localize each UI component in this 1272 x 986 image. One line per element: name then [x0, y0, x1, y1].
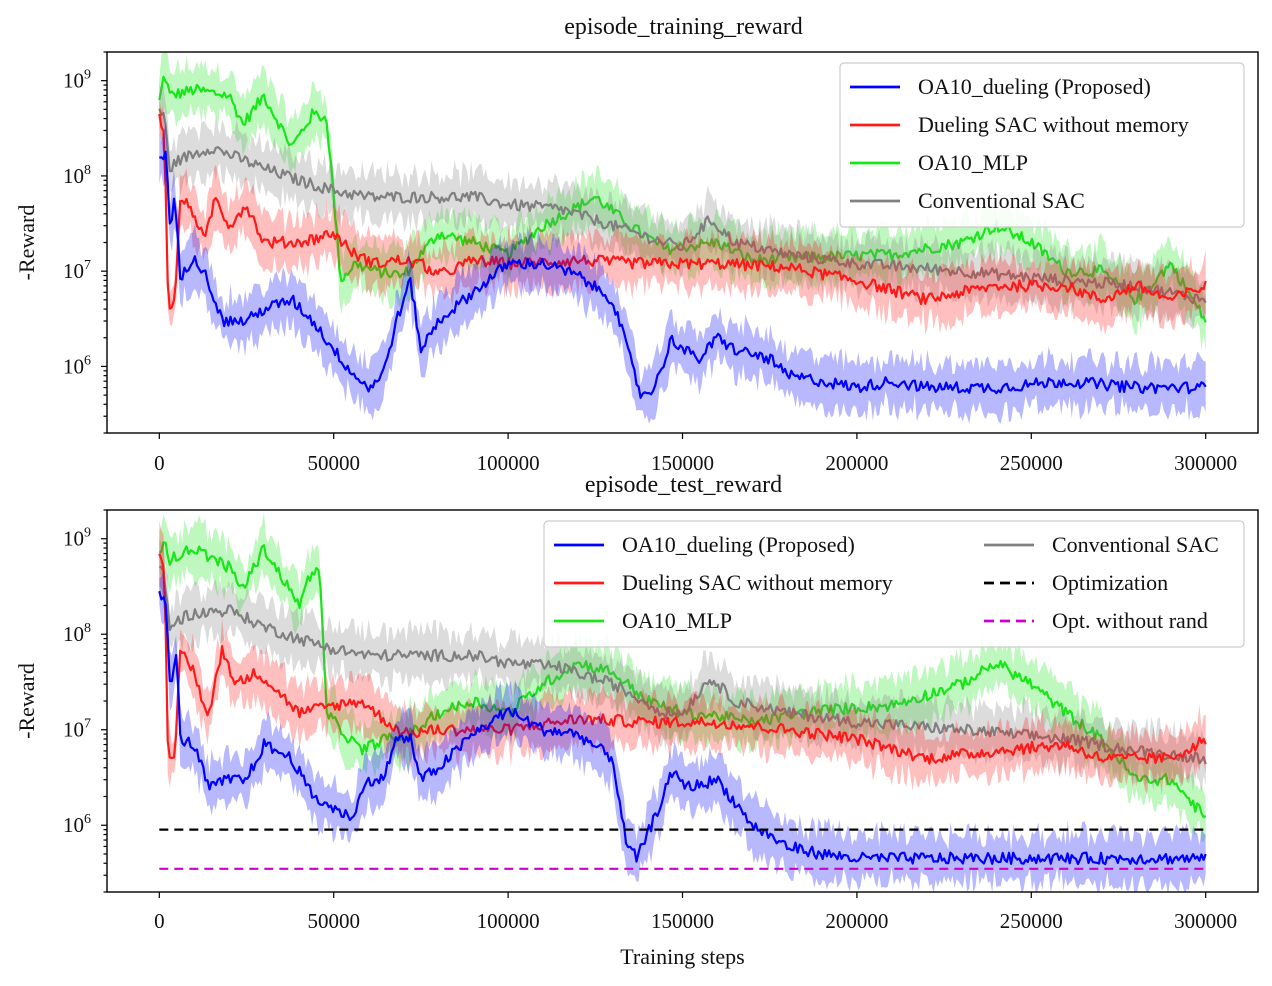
series-band-conventional-sac [159, 539, 1206, 793]
legend-item-dueling-sac-without-memory: Dueling SAC without memory [850, 112, 1189, 137]
chart-panel-1: 0 50000 100000 150000 200000 250000 300000 106 1… [14, 14, 1259, 475]
y-tick-label: 109 [63, 526, 91, 551]
legend-label: Dueling SAC without memory [918, 112, 1189, 137]
x-axis-label: Training steps [620, 944, 744, 969]
y-tick-label: 108 [63, 621, 91, 646]
chart-panel-2: 0 50000 100000 150000 200000 250000 300000 106 1… [14, 472, 1259, 969]
legend-label: OA10_MLP [622, 608, 732, 633]
x-tick-label: 50000 [307, 909, 360, 933]
legend-item-optimization: Optimization [984, 570, 1168, 595]
legend-box [543, 520, 1245, 648]
series-line-oa10-dueling-proposed [158, 590, 1207, 866]
y-tick-label: 107 [63, 258, 91, 283]
chart-title: episode_training_reward [564, 14, 803, 40]
x-tick-label: 300000 [1174, 451, 1237, 475]
y-tick-label: 109 [63, 68, 91, 93]
legend-item-oa10-dueling-proposed: OA10_dueling (Proposed) [554, 532, 855, 557]
y-tick-label: 108 [63, 163, 91, 188]
legend-label: OA10_dueling (Proposed) [918, 74, 1151, 99]
series-line-oa10-dueling-proposed [159, 150, 1207, 399]
legend-item-dueling-sac-without-memory: Dueling SAC without memory [554, 570, 893, 595]
y-axis-label: -Reward [14, 663, 39, 739]
legend: OA10_dueling (Proposed) Dueling SAC witho… [543, 520, 1245, 648]
series-line-conventional-sac [159, 565, 1207, 765]
y-tick-label: 107 [63, 717, 91, 742]
x-tick-label: 100000 [477, 451, 540, 475]
x-tick-label: 0 [154, 909, 165, 933]
x-tick-label: 50000 [307, 451, 360, 475]
legend: OA10_dueling (Proposed) Dueling SAC witho… [839, 62, 1245, 228]
legend-item-conventional-sac: Conventional SAC [984, 532, 1219, 557]
legend-label: OA10_dueling (Proposed) [622, 532, 855, 557]
x-tick-label: 0 [154, 451, 165, 475]
series-line-dueling-sac-without-memory [158, 113, 1207, 310]
legend-item-oa10-mlp: OA10_MLP [850, 150, 1028, 175]
series-band-dueling-sac-without-memory [159, 521, 1206, 795]
legend-label: Conventional SAC [1052, 532, 1219, 557]
y-tick-label: 106 [63, 812, 91, 837]
series-band-oa10-dueling-proposed [159, 569, 1206, 892]
x-tick-label: 250000 [1000, 909, 1063, 933]
series-line-dueling-sac-without-memory [158, 553, 1207, 765]
x-tick-label: 300000 [1174, 909, 1237, 933]
legend-item-oa10-mlp: OA10_MLP [554, 608, 732, 633]
y-tick-label: 106 [63, 353, 91, 378]
x-tick-label: 200000 [825, 451, 888, 475]
series-line-oa10-mlp [159, 541, 1207, 819]
x-tick-label: 100000 [477, 909, 540, 933]
legend-item-opt-without-rand: Opt. without rand [984, 608, 1208, 633]
legend-box [839, 62, 1245, 228]
legend-label: Dueling SAC without memory [622, 570, 893, 595]
legend-label: Conventional SAC [918, 188, 1085, 213]
legend-item-conventional-sac: Conventional SAC [850, 188, 1085, 213]
legend-label: OA10_MLP [918, 150, 1028, 175]
plot-area [158, 511, 1207, 892]
x-tick-label: 250000 [1000, 451, 1063, 475]
series-band-conventional-sac [159, 83, 1206, 330]
x-tick-label: 150000 [651, 451, 714, 475]
chart-title: episode_test_reward [585, 472, 782, 498]
legend-label: Optimization [1052, 570, 1168, 595]
x-tick-label: 150000 [651, 909, 714, 933]
legend-item-oa10-dueling-proposed: OA10_dueling (Proposed) [850, 74, 1151, 99]
series-band-dueling-sac-without-memory [159, 98, 1206, 336]
y-axis-label: -Reward [14, 205, 39, 281]
x-tick-label: 200000 [825, 909, 888, 933]
legend-label: Opt. without rand [1052, 608, 1208, 633]
